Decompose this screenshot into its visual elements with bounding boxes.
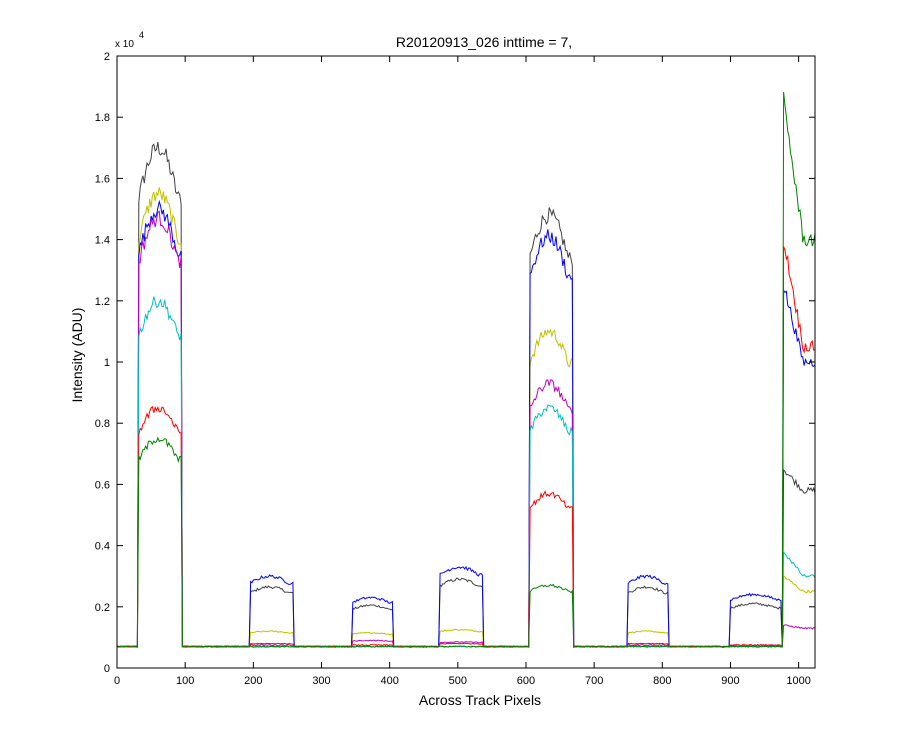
x-tick-label: 400 — [380, 675, 398, 687]
x-tick-label: 100 — [176, 675, 194, 687]
series-layer — [116, 92, 816, 649]
x-tick-label: 900 — [721, 675, 739, 687]
tick-layer: 0 100 200 300 400 500 600 700 800 900 1000 0 0.2 0.4 0… — [95, 51, 815, 687]
x-tick-label: 700 — [585, 675, 603, 687]
y-axis-label: Intensity (ADU) — [69, 308, 85, 403]
y-multiplier-exponent: 4 — [139, 30, 144, 40]
x-tick-label: 0 — [114, 675, 120, 687]
y-multiplier-label: x 10 — [115, 39, 134, 50]
series-line-7 — [116, 92, 816, 648]
y-tick-label: 0.6 — [95, 479, 110, 491]
x-tick-label: 500 — [449, 675, 467, 687]
y-tick-label: 1 — [104, 357, 110, 369]
chart-title: R20120913_026 inttime = 7, — [396, 34, 572, 50]
x-tick-label: 300 — [312, 675, 330, 687]
y-tick-label: 2 — [104, 51, 110, 63]
y-tick-label: 0 — [104, 663, 110, 675]
y-tick-label: 1.2 — [95, 296, 110, 308]
x-tick-label: 800 — [653, 675, 671, 687]
plot-area — [117, 56, 815, 668]
x-axis-label: Across Track Pixels — [419, 692, 541, 708]
y-tick-label: 1.4 — [95, 235, 110, 247]
y-tick-label: 1.8 — [95, 112, 110, 124]
x-tick-label: 1000 — [786, 675, 810, 687]
y-tick-label: 0.4 — [95, 541, 110, 553]
y-tick-label: 0.2 — [95, 602, 110, 614]
y-tick-label: 1.6 — [95, 173, 110, 185]
y-tick-label: 0.8 — [95, 418, 110, 430]
x-tick-label: 200 — [244, 675, 262, 687]
x-tick-label: 600 — [517, 675, 535, 687]
